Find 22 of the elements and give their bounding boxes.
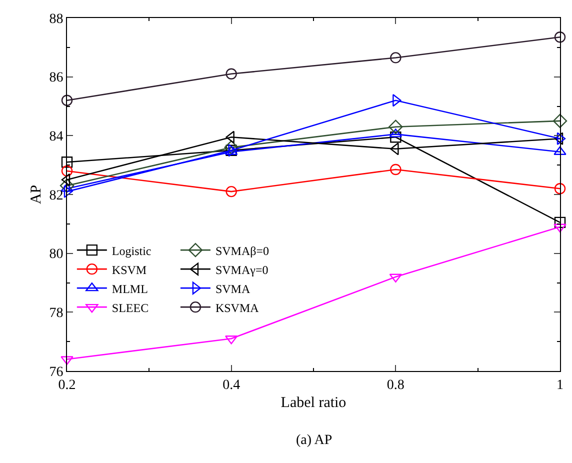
y-tick-label: 76	[49, 364, 64, 380]
legend-label: Logistic	[112, 244, 152, 258]
y-tick-label: 84	[49, 130, 64, 145]
text: (a) AP	[296, 433, 332, 448]
y-tick-label: 78	[49, 306, 64, 322]
legend-label: KSVMA	[215, 300, 260, 315]
x-tick-label: 0.8	[386, 378, 404, 393]
y-tick-label: 80	[49, 247, 64, 262]
legend-label: SVMAγ=0	[215, 262, 268, 277]
x-tick-label: 0.4	[222, 378, 240, 393]
legend-label: KSVM	[112, 262, 147, 277]
y-tick-label: 86	[49, 70, 64, 86]
legend-label: SLEEC	[112, 300, 149, 315]
x-tick-label: 1	[556, 378, 564, 393]
y-tick-label: 82	[49, 188, 64, 204]
legend-label: SVMAβ=0	[215, 244, 270, 258]
y-axis-title: AP	[28, 184, 44, 204]
x-tick-label: 0.2	[58, 378, 76, 393]
x-axis-title: Label ratio	[280, 394, 346, 411]
legend-label: MLML	[112, 282, 148, 296]
legend-label: SVMA	[215, 282, 250, 296]
y-tick-label: 88	[49, 12, 64, 27]
